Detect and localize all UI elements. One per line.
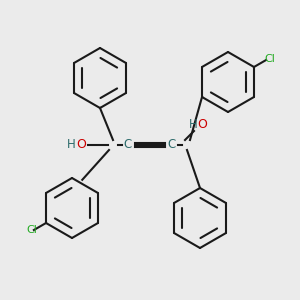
Text: H: H	[189, 118, 197, 131]
Text: O: O	[76, 139, 86, 152]
Text: Cl: Cl	[265, 54, 275, 64]
Text: C: C	[124, 139, 132, 152]
Text: O: O	[197, 118, 207, 131]
Text: Cl: Cl	[26, 225, 37, 235]
Text: H: H	[67, 137, 75, 151]
Text: C: C	[168, 139, 176, 152]
